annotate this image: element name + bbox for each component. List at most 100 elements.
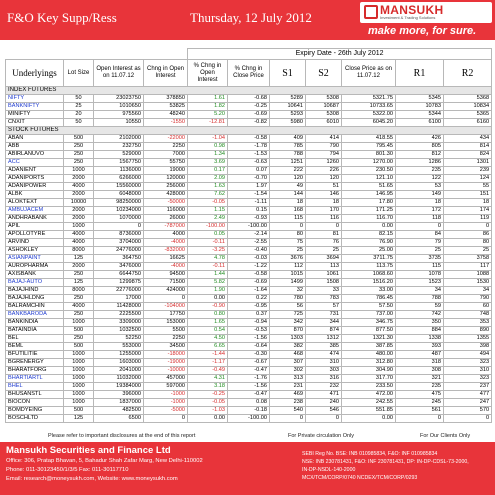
cell-close-price: 795.45 bbox=[341, 142, 396, 151]
table-row: ALBK 2000 6048000 428000 7.62 -1.54 144 146 146.… bbox=[5, 190, 493, 199]
cell-open-interest: 10234000 bbox=[93, 206, 144, 215]
cell-r1: 318 bbox=[395, 358, 444, 367]
cell-pct-chng-close: 0.37 bbox=[227, 310, 270, 319]
cell-r1: 3735 bbox=[395, 254, 444, 263]
cell-close-price: 33.00 bbox=[341, 286, 396, 295]
table-row: BAJAJHIND 8000 22776000 424000 1.90 -1.64 32 33… bbox=[5, 286, 493, 295]
cell-open-interest: 3476000 bbox=[93, 262, 144, 271]
cell-r2: 477 bbox=[442, 390, 493, 399]
cell-chng-oi: 2250 bbox=[143, 142, 188, 151]
cell-lot-size: 2000 bbox=[63, 206, 94, 215]
cell-r2: 55 bbox=[442, 182, 493, 191]
cell-open-interest: 15560000 bbox=[93, 182, 144, 191]
cell-chng-oi: 48240 bbox=[143, 110, 188, 119]
table-row: BHEL 1000 19384000 597000 3.18 -1.56 231 232 233… bbox=[5, 382, 493, 391]
table-row: ASHOKLEY 8000 24776000 -832000 -3.25 -0.40 25 2… bbox=[5, 246, 493, 255]
cell-r2: 1301 bbox=[442, 158, 493, 167]
cell-chng-oi: -22000 bbox=[143, 134, 188, 143]
table-row: ANDHRABANK 2000 1070000 26000 2.49 -0.93 115 11… bbox=[5, 214, 493, 223]
logo-mark-icon bbox=[364, 5, 378, 19]
cell-close-price: 17.80 bbox=[341, 198, 396, 207]
table-row: ADANIPORTS 2000 6266000 120000 2.09 -0.70 120 1… bbox=[5, 174, 493, 183]
cell-close-price: 877.50 bbox=[341, 326, 396, 335]
cell-s2: 794 bbox=[305, 150, 342, 159]
cell-close-price: 146.95 bbox=[341, 190, 396, 199]
report-date: Thursday, 12 July 2012 bbox=[190, 10, 312, 25]
cell-r2: 117 bbox=[442, 262, 493, 271]
cell-s1: 231 bbox=[269, 382, 306, 391]
cell-pct-chng-close: -0.93 bbox=[227, 214, 270, 223]
cell-s1: 0 bbox=[269, 222, 306, 231]
table-row: BANKINDIA 1000 3309000 153000 1.65 -0.94 342 34… bbox=[5, 318, 493, 327]
cell-pct-chng-close: -0.69 bbox=[227, 278, 270, 287]
cell-underlying: CNXIT bbox=[5, 118, 64, 127]
cell-s1: 870 bbox=[269, 326, 306, 335]
cell-pct-chng-close: -0.58 bbox=[227, 270, 270, 279]
cell-close-price: 801.30 bbox=[341, 150, 396, 159]
cell-chng-oi: -1000 bbox=[143, 390, 188, 399]
cell-pct-chng-close: -1.56 bbox=[227, 334, 270, 343]
col-close-price: Close Price as on 11.07.12 bbox=[341, 59, 396, 87]
cell-s2: 5308 bbox=[305, 110, 342, 119]
table-row: BGRENERGY 1000 1603000 -19000 -1.17 -0.67 307 3… bbox=[5, 358, 493, 367]
cell-underlying: AUROPHARMA bbox=[5, 262, 64, 271]
cell-open-interest: 11032000 bbox=[93, 374, 144, 383]
cell-pct-chng-oi: 0.17 bbox=[187, 166, 228, 175]
cell-open-interest: 8736000 bbox=[93, 230, 144, 239]
cell-chng-oi: 2250 bbox=[143, 334, 188, 343]
company-office: Office: 306, Pratap Bhavan, 5, Bahadur S… bbox=[6, 458, 203, 464]
cell-close-price: 387.85 bbox=[341, 342, 396, 351]
table-row: CNXIT 50 10550 -1550 -12.81 -0.82 5980 6010 6045… bbox=[5, 118, 493, 127]
cell-pct-chng-oi: 4.31 bbox=[187, 374, 228, 383]
cell-pct-chng-oi: 5.82 bbox=[187, 278, 228, 287]
cell-r1: 1338 bbox=[395, 334, 444, 343]
cell-r2: 323 bbox=[442, 374, 493, 383]
cell-s1: 780 bbox=[269, 294, 306, 303]
table-row: BANKNIFTY 25 1010650 53825 1.82 -0.25 10641 106… bbox=[5, 102, 493, 111]
cell-lot-size: 250 bbox=[63, 334, 94, 343]
cell-close-price: 786.45 bbox=[341, 294, 396, 303]
cell-open-interest: 482500 bbox=[93, 406, 144, 415]
cell-s2: 51 bbox=[305, 182, 342, 191]
cell-s2: 1508 bbox=[305, 278, 342, 287]
cell-pct-chng-oi: 1.44 bbox=[187, 270, 228, 279]
cell-close-price: 230.50 bbox=[341, 166, 396, 175]
cell-underlying: BANKBARODA bbox=[5, 310, 64, 319]
cell-underlying: BGRENERGY bbox=[5, 358, 64, 367]
cell-r2: 323 bbox=[442, 358, 493, 367]
cell-s2: 1061 bbox=[305, 270, 342, 279]
cell-open-interest: 98250000 bbox=[93, 198, 144, 207]
company-phone: Phone: 011-30123450/1/3/5 Fax: 011-30117… bbox=[6, 467, 129, 473]
company-email: Email: research@moneysukh.com, Website: … bbox=[6, 476, 178, 482]
cell-chng-oi: -10000 bbox=[143, 366, 188, 375]
cell-open-interest: 396000 bbox=[93, 390, 144, 399]
cell-underlying: ABB bbox=[5, 142, 64, 151]
table-row: NIFTY 50 23023750 378850 1.61 -0.68 5289 5308 53… bbox=[5, 94, 493, 103]
col-lot-size: Lot Size bbox=[63, 59, 94, 87]
cell-s2: 1312 bbox=[305, 334, 342, 343]
cell-r1: 122 bbox=[395, 174, 444, 183]
cell-r1: 308 bbox=[395, 366, 444, 375]
cell-r1: 18 bbox=[395, 198, 444, 207]
cell-s2: 33 bbox=[305, 286, 342, 295]
cell-s2: 344 bbox=[305, 318, 342, 327]
cell-pct-chng-close: -1.78 bbox=[227, 142, 270, 151]
table-row: ASIANPAINT 125 364750 16625 4.78 -0.03 3676 369… bbox=[5, 254, 493, 263]
cell-underlying: BHUSANSTL bbox=[5, 390, 64, 399]
cell-r1: 1286 bbox=[395, 158, 444, 167]
cell-lot-size: 4000 bbox=[63, 302, 94, 311]
cell-r1: 0 bbox=[395, 414, 444, 423]
cell-s1: 1499 bbox=[269, 278, 306, 287]
cell-pct-chng-close: -0.94 bbox=[227, 318, 270, 327]
cell-pct-chng-close: -0.25 bbox=[227, 102, 270, 111]
col-pct-chng-close: % Chng in Close Price bbox=[227, 59, 270, 87]
cell-pct-chng-oi: 1.15 bbox=[187, 206, 228, 215]
cell-s1: 3676 bbox=[269, 254, 306, 263]
cell-lot-size: 250 bbox=[63, 310, 94, 319]
cell-pct-chng-close: 0.07 bbox=[227, 166, 270, 175]
cell-pct-chng-oi: -1.03 bbox=[187, 406, 228, 415]
cell-underlying: APIL bbox=[5, 222, 64, 231]
cell-chng-oi: 7000 bbox=[143, 150, 188, 159]
col-s2: S2 bbox=[305, 59, 342, 87]
cell-pct-chng-oi: -3.25 bbox=[187, 246, 228, 255]
